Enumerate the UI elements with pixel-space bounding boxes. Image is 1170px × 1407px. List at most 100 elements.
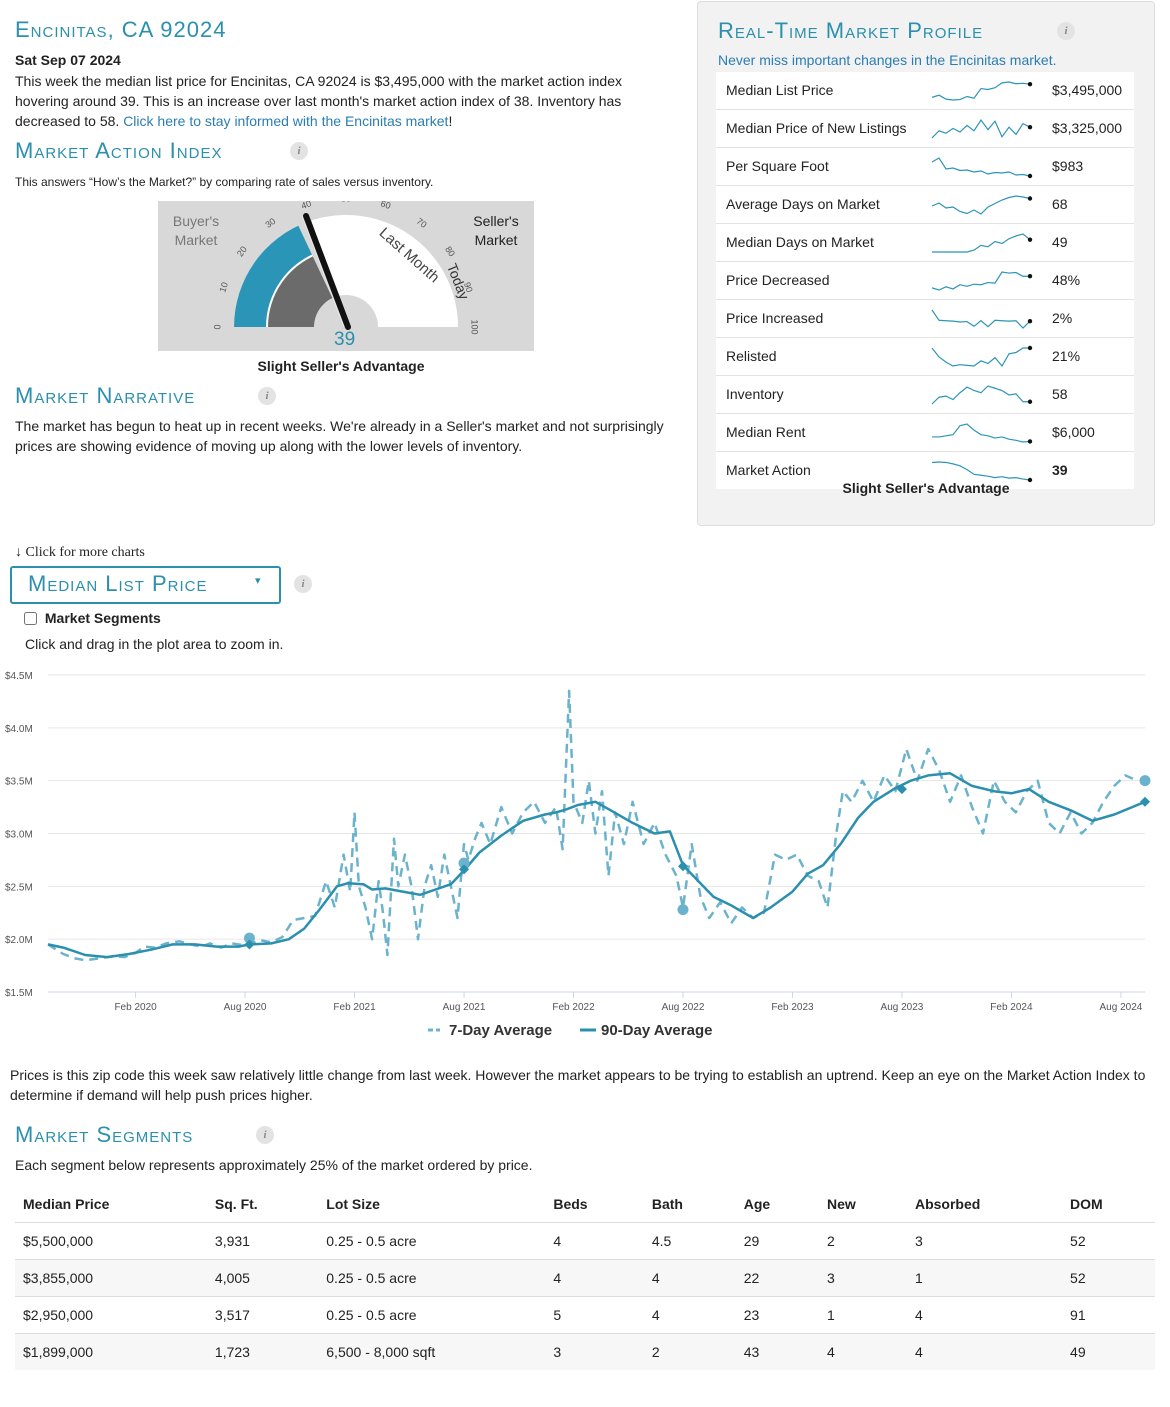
segments-cell: 1 [906,1259,1063,1297]
zoom-hint: Click and drag in the plot area to zoom … [25,636,284,652]
segments-header-row: Median Price Sq. Ft. Lot Size Beds Bath Age Ne… [15,1185,1155,1223]
gauge-tick-label: 10 [217,281,230,294]
more-charts-link[interactable]: ↓ Click for more charts [15,545,145,561]
segments-table-row: $5,500,000 3,931 0.25 - 0.5 acre 4 4.5 29 2 3 52 [15,1222,1155,1260]
profile-row[interactable]: Price Increased 2% [716,300,1134,338]
sparkline-path [931,118,1031,139]
sparkline-endpoint [1027,196,1033,201]
mai-status: Slight Seller's Advantage [257,358,425,374]
profile-row[interactable]: Median Rent $6,000 [716,414,1134,452]
y-tick-label: $3.5M [5,777,33,788]
price-chart[interactable]: $1.5M $2.0M $2.5M $3.0M $3.5M $4.0M $4.5M Feb 2… [0,662,1170,1052]
gauge-needle-shadow [301,215,345,328]
series-7-day-marker [458,857,470,869]
profile-row-label: Median List Price [726,82,834,98]
profile-row[interactable]: Price Decreased 48% [716,262,1134,300]
y-tick-label: $1.5M [5,988,33,999]
profile-row[interactable]: Market Action 39 [716,452,1134,489]
series-90-day-marker [244,939,255,950]
gauge-separator [292,208,346,327]
sparkline [931,195,1033,215]
x-tick-label: Aug 2023 [881,1002,924,1013]
chart-svg[interactable]: $1.5M $2.0M $2.5M $3.0M $3.5M $4.0M $4.5M Feb 2… [0,662,1170,1052]
chart-type-dropdown[interactable]: Median List Price ▾ [10,566,281,604]
segments-cell: 0.25 - 0.5 acre [318,1222,546,1260]
x-tick-label: Feb 2023 [771,1002,814,1013]
x-tick-label: Feb 2021 [333,1002,376,1013]
chart-info-icon[interactable]: i [294,575,312,593]
segments-cell: 23 [735,1296,819,1334]
y-tick-label: $4.5M [5,671,33,682]
segments-cell: 29 [735,1222,819,1260]
profile-row[interactable]: Per Square Foot $983 [716,148,1134,186]
summary-end: ! [448,113,453,129]
x-tick-label: Feb 2020 [114,1002,157,1013]
stay-informed-link[interactable]: Click here to stay informed with the Enc… [123,113,449,129]
profile-row[interactable]: Relisted 21% [716,338,1134,376]
gauge-hub [314,295,378,327]
segments-checkbox[interactable] [24,612,37,625]
gauge-tick-label: 60 [379,201,392,211]
x-tick-label: Aug 2020 [224,1002,267,1013]
profile-row-label: Market Action [726,462,811,478]
sparkline-path [931,461,1031,481]
profile-row-value: 48% [1052,272,1081,288]
narrative-title: Market Narrative [15,383,196,408]
gauge-tick-label: 70 [415,216,429,230]
mai-info-icon[interactable]: i [290,142,308,160]
mai-title: Market Action Index [15,138,223,163]
profile-row[interactable]: Median Days on Market 49 [716,224,1134,262]
series-7-day-marker [677,904,689,916]
narrative-info-icon[interactable]: i [258,387,276,405]
profile-row[interactable]: Inventory 58 [716,376,1134,414]
segments-cell: 4 [906,1296,1063,1334]
sparkline-path [931,347,1030,368]
series-7-day-marker [1139,775,1151,787]
sparkline [931,271,1033,291]
legend-7-day-label: 7-Day Average [449,1022,552,1039]
profile-info-icon[interactable]: i [1057,22,1075,40]
segments-cell: 52 [1062,1222,1155,1260]
series-90-day-marker [677,861,688,872]
profile-row-label: Median Rent [726,424,806,440]
profile-row[interactable]: Average Days on Market 68 [716,186,1134,224]
segments-cell: 22 [735,1259,819,1297]
summary-text: This week the median list price for Enci… [15,71,655,131]
summary-body: This week the median list price for Enci… [15,73,622,129]
sparkline [931,461,1033,483]
profile-row-label: Median Price of New Listings [726,120,907,136]
segments-table-row: $1,899,000 1,723 6,500 - 8,000 sqft 3 2 43 4 4 4… [15,1333,1155,1370]
segments-info-icon[interactable]: i [256,1126,274,1144]
x-tick-label: Feb 2024 [990,1002,1033,1013]
sparkline-path [931,157,1031,177]
y-tick-label: $2.5M [5,882,33,893]
profile-subtitle-link[interactable]: Never miss important changes in the Enci… [718,52,1057,68]
legend-90-day-label: 90-Day Average [601,1022,712,1039]
segments-column-header: Lot Size [318,1185,546,1223]
segments-cell: 3 [906,1222,1063,1260]
gauge-tick-label: 20 [235,244,249,258]
segments-cell: $3,855,000 [15,1259,207,1297]
segments-cell: $2,950,000 [15,1296,207,1334]
segments-cell: $1,899,000 [15,1333,207,1370]
segments-cell: 91 [1062,1296,1155,1334]
segments-cell: 3 [545,1333,644,1370]
profile-row-label: Per Square Foot [726,158,829,174]
segments-cell: 43 [735,1333,819,1370]
segments-cell: 1 [818,1296,907,1334]
narrative-text: The market has begun to heat up in recen… [15,418,664,454]
profile-row[interactable]: Median List Price $3,495,000 [716,72,1134,110]
profile-table: Median List Price $3,495,000 Median Price … [716,72,1134,489]
gauge-tick-label: 90 [462,281,475,294]
y-tick-label: $2.0M [5,935,33,946]
segments-description: Each segment below represents approximat… [15,1157,533,1173]
profile-row-value: 2% [1052,310,1073,326]
profile-row-label: Price Decreased [726,272,830,288]
sparkline [932,233,1033,253]
arrow-down-icon: ↓ [15,545,22,560]
segments-cell: 4 [643,1259,736,1297]
x-tick-label: Aug 2024 [1100,1002,1143,1013]
profile-row[interactable]: Median Price of New Listings $3,325,000 [716,110,1134,148]
